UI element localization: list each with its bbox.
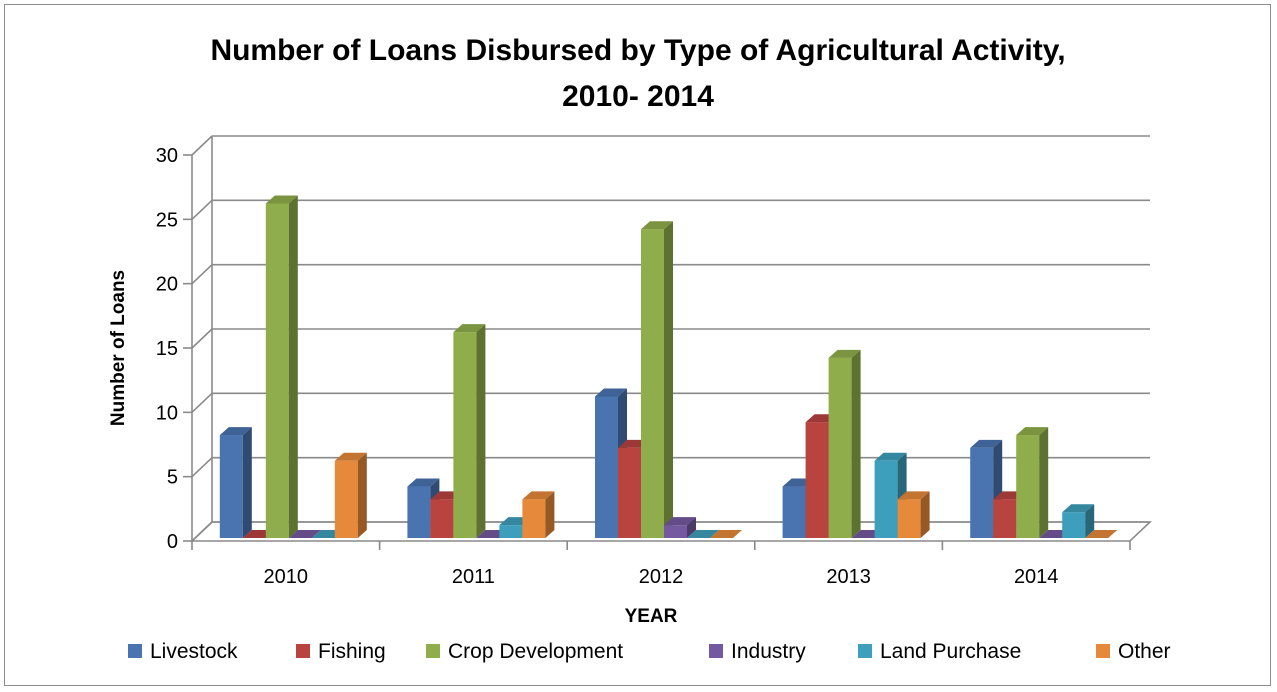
y-tick-label: 10	[156, 402, 178, 424]
chart-frame	[4, 4, 1271, 686]
y-tick-label: 5	[167, 467, 178, 489]
bar	[710, 530, 742, 538]
bar	[334, 452, 367, 538]
legend-label: Livestock	[150, 640, 238, 663]
bar	[687, 530, 719, 538]
bar	[453, 324, 486, 538]
legend-swatch	[296, 644, 310, 658]
bar	[1016, 427, 1049, 538]
chart-title-line-1: Number of Loans Disbursed by Type of Agr…	[210, 34, 1065, 67]
tick-labels: 0 5 10 15 20 25 30 2010 2011 2012 2013 2014	[156, 145, 1059, 588]
legend-label: Fishing	[318, 640, 386, 663]
legend-swatch	[858, 644, 872, 658]
gridline-side	[191, 135, 213, 156]
bar	[664, 517, 696, 538]
legend-label: Land Purchase	[880, 640, 1021, 663]
x-tick-label: 2012	[639, 566, 684, 588]
legend-label: Industry	[731, 640, 806, 663]
x-tick-label: 2010	[264, 566, 309, 588]
x-tick-label: 2011	[452, 566, 495, 588]
legend-swatch	[426, 644, 440, 658]
gridline-side	[191, 457, 213, 478]
x-tick-label: 2013	[826, 566, 871, 588]
legend-item: Crop Development	[426, 640, 623, 663]
legend-item: Industry	[709, 640, 806, 663]
bar	[522, 491, 555, 538]
bars	[219, 195, 1118, 538]
bar	[641, 221, 673, 538]
legend-swatch	[128, 644, 142, 658]
bar	[219, 427, 252, 538]
y-tick-label: 25	[156, 209, 178, 231]
gridline-side	[191, 199, 213, 220]
gridline-side	[191, 392, 213, 413]
legend-item: Other	[1096, 640, 1171, 663]
legend-item: Land Purchase	[858, 640, 1021, 663]
gridline-side	[191, 264, 213, 285]
chart-title: Number of Loans Disbursed by Type of Agr…	[210, 34, 1065, 113]
legend-swatch	[1096, 644, 1110, 658]
x-axis-title: YEAR	[625, 606, 678, 627]
bar	[288, 530, 321, 538]
bar	[265, 195, 298, 538]
bar	[1062, 504, 1095, 538]
bar	[1085, 530, 1118, 538]
legend-item: Livestock	[128, 640, 238, 663]
legend-label: Other	[1118, 640, 1171, 663]
legend: Livestock Fishing Crop Development Industry…	[128, 640, 1171, 663]
x-axis-floor	[189, 521, 1153, 542]
y-tick-label: 15	[156, 338, 178, 360]
legend-item: Fishing	[296, 640, 386, 663]
y-tick-label: 20	[156, 274, 178, 296]
axes	[183, 136, 1153, 550]
bar	[897, 491, 930, 538]
chart-title-line-2: 2010- 2014	[562, 80, 714, 113]
x-tick-label: 2014	[1014, 566, 1059, 588]
legend-label: Crop Development	[448, 640, 623, 663]
gridline-side	[191, 328, 213, 349]
y-tick-label: 0	[167, 531, 178, 553]
y-tick-label: 30	[156, 145, 178, 167]
legend-swatch	[709, 644, 723, 658]
y-axis-title: Number of Loans	[108, 270, 129, 426]
bar	[828, 349, 861, 538]
